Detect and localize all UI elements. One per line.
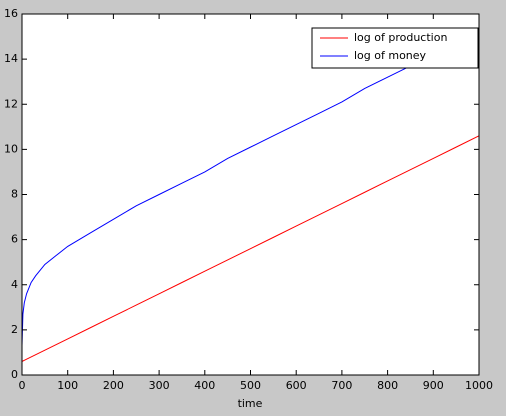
x-tick-label: 100 [57,379,78,392]
x-tick-label: 200 [103,379,124,392]
y-tick-label: 0 [11,368,18,381]
x-tick-label: 600 [286,379,307,392]
x-tick-label: 300 [149,379,170,392]
series-line [21,135,480,362]
y-tick-label: 14 [4,52,18,65]
x-tick-label: 700 [331,379,352,392]
series-line [21,31,480,346]
x-tick-label: 400 [194,379,215,392]
y-tick-label: 16 [4,7,18,20]
y-tick-label: 12 [4,97,18,110]
x-tick-label: 800 [377,379,398,392]
y-tick-label: 10 [4,142,18,155]
y-tick-label: 8 [11,188,18,201]
x-tick-label: 900 [423,379,444,392]
x-tick-label: 1000 [465,379,493,392]
legend-label: log of production [354,31,447,44]
x-tick-label: 0 [19,379,26,392]
legend-box [311,27,479,69]
x-tick-label: 500 [240,379,261,392]
x-axis-label: time [238,397,263,410]
plot-area [22,14,479,375]
y-tick-label: 4 [11,278,18,291]
y-tick-label: 2 [11,323,18,336]
plot-layer [21,31,480,362]
legend-label: log of money [354,49,427,62]
y-tick-label: 6 [11,233,18,246]
